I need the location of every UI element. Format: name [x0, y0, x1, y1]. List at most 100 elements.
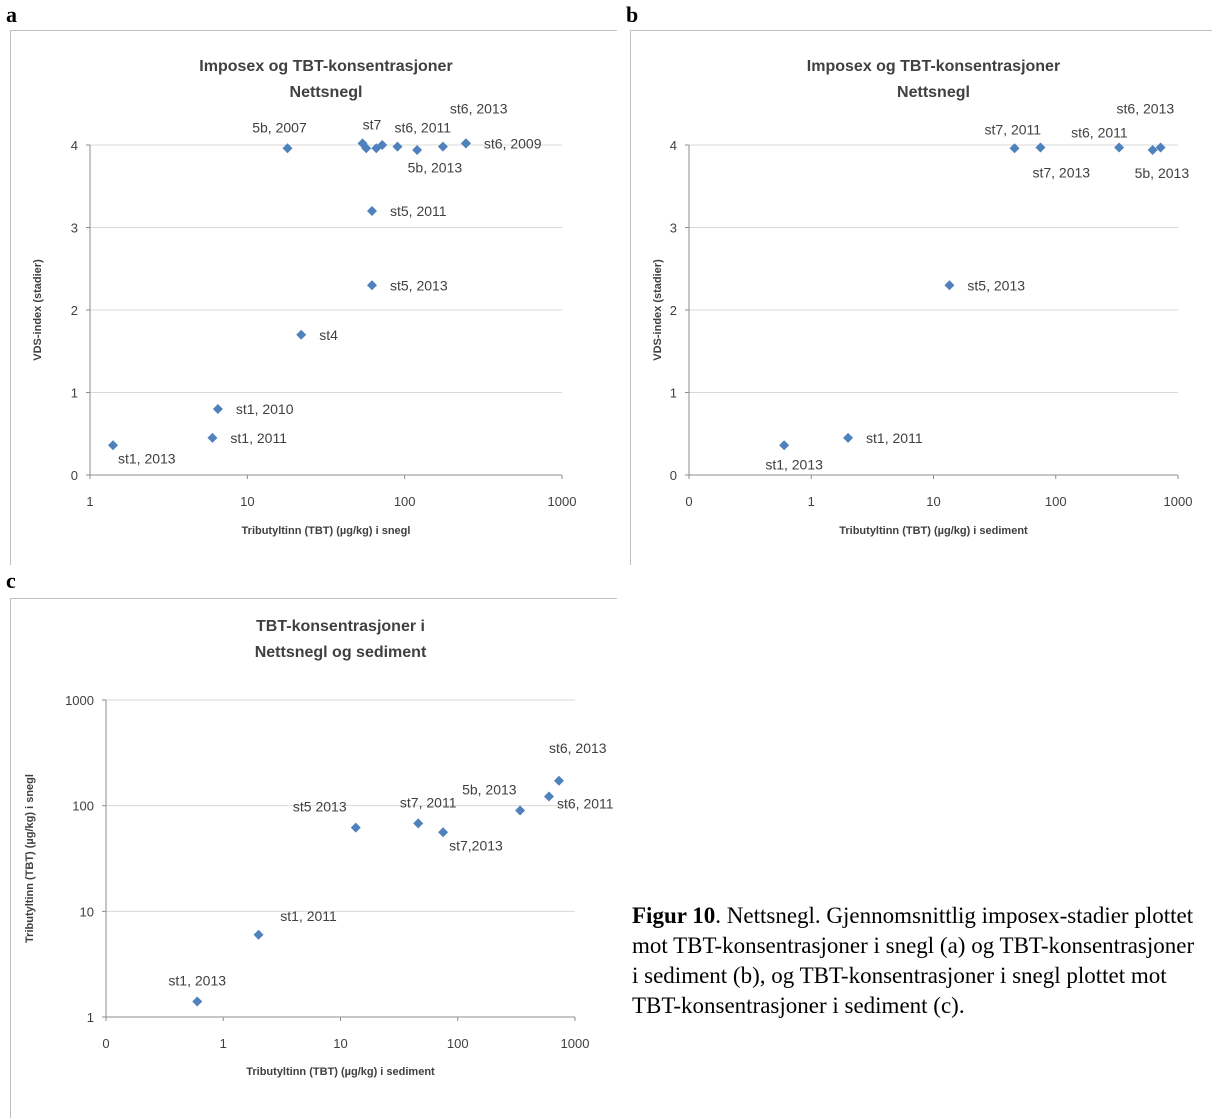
y-axis-label: Tributyltinn (TBT) (µg/kg) i snegl	[24, 774, 36, 943]
data-point	[253, 929, 264, 940]
data-label: st5 2013	[293, 799, 347, 815]
chart-b: Imposex og TBT-konsentrasjoner Nettsnegl 0…	[652, 58, 1193, 537]
x-tick-label: 1	[220, 1036, 227, 1051]
data-point	[543, 791, 554, 802]
data-label: 5b, 2013	[1135, 165, 1190, 181]
data-label: st6, 2013	[1117, 100, 1175, 116]
chart-title-line: Nettsnegl	[897, 84, 970, 101]
data-label: st4	[319, 327, 338, 343]
panel-b-frame-left	[630, 30, 631, 565]
x-tick-label: 1000	[548, 494, 577, 509]
data-point	[392, 141, 403, 152]
panel-a-frame-left	[10, 30, 11, 565]
chart-title-line: Imposex og TBT-konsentrasjoner	[199, 58, 452, 75]
x-tick-label: 10	[333, 1036, 347, 1051]
x-tick-label: 10	[240, 494, 254, 509]
panel-b-frame-top	[630, 30, 1212, 31]
data-label: st1, 2011	[230, 430, 287, 446]
x-tick-label: 0	[102, 1036, 109, 1051]
data-point	[107, 440, 118, 451]
figure-caption: Figur 10. Nettsnegl. Gjennomsnittlig imp…	[632, 901, 1202, 1021]
panel-c-frame-left	[10, 598, 11, 1118]
y-tick-label: 1	[87, 1010, 94, 1025]
chart-title-line: Imposex og TBT-konsentrasjoner	[807, 58, 1060, 75]
data-label: 5b, 2013	[408, 160, 463, 176]
data-point	[1009, 143, 1020, 154]
x-tick-label: 1000	[1164, 494, 1193, 509]
data-point	[438, 827, 449, 838]
data-label: st1, 2013	[168, 973, 226, 989]
y-axis-label: VDS-index (stadier)	[652, 259, 664, 361]
data-point	[361, 143, 372, 154]
y-tick-label: 100	[72, 799, 94, 814]
data-label: st7, 2011	[985, 121, 1042, 137]
data-point	[1114, 142, 1125, 153]
y-axis-label: VDS-index (stadier)	[32, 259, 44, 361]
x-axis-label: Tributyltinn (TBT) (µg/kg) i snegl	[242, 525, 411, 537]
x-axis-label: Tributyltinn (TBT) (µg/kg) i sediment	[839, 525, 1028, 537]
panel-letter-c: c	[6, 568, 16, 593]
caption-lead: Figur 10	[632, 903, 716, 928]
data-point	[412, 144, 423, 155]
y-tick-label: 0	[71, 468, 78, 483]
x-tick-label: 100	[394, 494, 416, 509]
x-tick-label: 100	[447, 1036, 469, 1051]
data-label: st6, 2011	[394, 120, 451, 136]
y-tick-label: 2	[670, 303, 677, 318]
data-point	[296, 329, 307, 340]
data-point	[367, 280, 378, 291]
data-label: 5b, 2013	[462, 782, 517, 798]
x-tick-label: 1	[86, 494, 93, 509]
y-tick-label: 10	[80, 904, 94, 919]
data-label: 5b, 2007	[252, 119, 307, 135]
data-point	[515, 805, 526, 816]
panel-a-frame-top	[10, 30, 617, 31]
y-tick-label: 1000	[65, 693, 94, 708]
panel-letter-a: a	[6, 2, 17, 27]
chart-a: Imposex og TBT-konsentrasjoner Nettsnegl 0…	[32, 58, 577, 537]
data-label: st7,2013	[449, 837, 503, 853]
data-point	[843, 432, 854, 443]
data-label: st6, 2009	[484, 135, 542, 151]
data-point	[207, 432, 218, 443]
data-label: st6, 2013	[549, 740, 607, 756]
data-label: st6, 2011	[1071, 124, 1128, 140]
data-label: st7, 2013	[1032, 164, 1090, 180]
y-tick-label: 0	[670, 468, 677, 483]
x-tick-label: 0	[685, 494, 692, 509]
data-label: st1, 2011	[280, 908, 337, 924]
data-point	[779, 440, 790, 451]
data-label: st1, 2011	[866, 430, 923, 446]
data-label: st5, 2013	[390, 277, 448, 293]
data-label: st6, 2011	[557, 796, 614, 812]
data-label: st7, 2011	[400, 794, 457, 810]
data-point	[944, 280, 955, 291]
data-label: st5, 2013	[967, 277, 1025, 293]
x-axis-label: Tributyltinn (TBT) (µg/kg) i sediment	[246, 1066, 435, 1078]
data-point	[367, 206, 378, 216]
data-point	[350, 822, 361, 833]
data-label: st5, 2011	[390, 203, 447, 219]
data-point	[192, 996, 203, 1007]
data-point	[377, 140, 388, 150]
data-point	[413, 818, 424, 829]
chart-title-line: TBT-konsentrasjoner i	[256, 618, 425, 635]
y-tick-label: 1	[71, 386, 78, 401]
chart-c: TBT-konsentrasjoner i Nettsnegl og sedime…	[24, 618, 614, 1078]
data-point	[1035, 142, 1046, 153]
x-tick-label: 1	[808, 494, 815, 509]
panel-c-frame-top	[10, 598, 617, 599]
data-point	[437, 141, 448, 152]
y-tick-label: 2	[71, 303, 78, 318]
y-tick-label: 3	[670, 221, 677, 236]
data-label: st6, 2013	[450, 100, 508, 116]
y-tick-label: 4	[71, 138, 78, 153]
data-point	[460, 138, 471, 149]
caption-text: . Nettsnegl. Gjennomsnittlig imposex-sta…	[632, 903, 1195, 1018]
x-tick-label: 100	[1045, 494, 1067, 509]
data-point	[212, 404, 223, 414]
x-tick-label: 10	[926, 494, 940, 509]
x-tick-label: 1000	[561, 1036, 590, 1051]
data-label: st1, 2013	[118, 450, 176, 466]
y-tick-label: 1	[670, 386, 677, 401]
